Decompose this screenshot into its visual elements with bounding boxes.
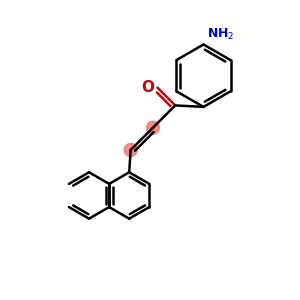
Text: O: O (141, 80, 154, 95)
Circle shape (146, 121, 160, 134)
Circle shape (124, 143, 137, 157)
Text: NH$_2$: NH$_2$ (207, 27, 234, 42)
